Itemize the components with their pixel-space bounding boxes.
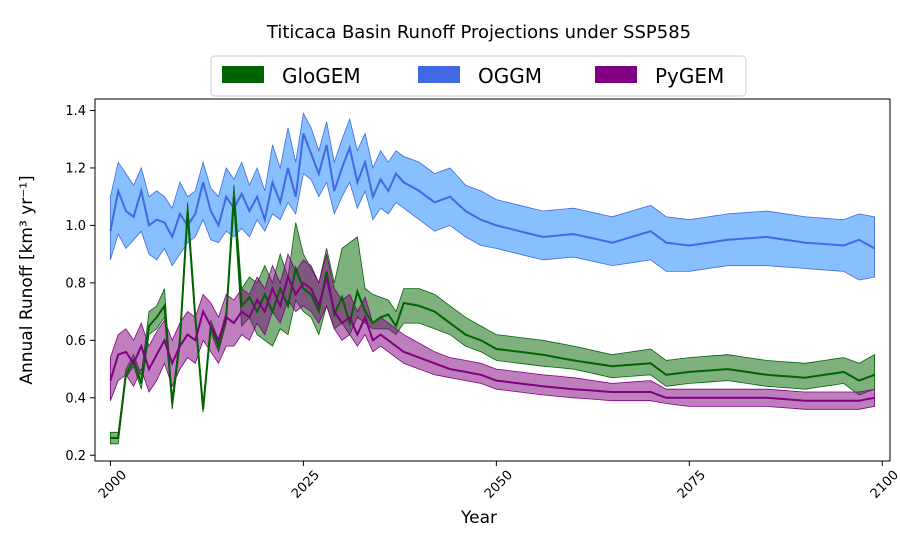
y-tick-label-0.4: 0.4 xyxy=(65,391,86,406)
plot-frame xyxy=(94,98,891,462)
line-oggm xyxy=(109,133,876,250)
chart-title: Titicaca Basin Runoff Projections under … xyxy=(266,22,691,43)
y-axis-label: Annual Runoff [km³ yr⁻¹] xyxy=(17,175,37,384)
legend-label-glogem: GloGEM xyxy=(282,64,361,88)
x-axis-label: Year xyxy=(460,508,497,528)
legend-swatch-glogem xyxy=(222,66,264,83)
y-axis-ticks: 0.2 0.4 0.6 0.8 1.0 1.2 1.4 xyxy=(65,104,95,464)
legend-swatch-pygem xyxy=(595,66,637,83)
y-tick-label-1.4: 1.4 xyxy=(65,104,86,119)
y-tick-label-0.6: 0.6 xyxy=(65,334,86,349)
y-tick-label-1.2: 1.2 xyxy=(65,161,86,176)
x-tick-label-2000: 2000 xyxy=(96,468,130,502)
legend: GloGEM OGGM PyGEM xyxy=(210,55,747,97)
line-glogem xyxy=(110,196,875,439)
line-pygem xyxy=(109,274,875,402)
x-axis-ticks: 2000 2025 2050 2075 2100 xyxy=(96,461,900,502)
y-tick-label-0.8: 0.8 xyxy=(65,276,86,291)
legend-label-oggm: OGGM xyxy=(478,64,542,88)
band-oggm xyxy=(110,112,875,281)
y-tick-label-0.2: 0.2 xyxy=(65,449,86,464)
legend-swatch-oggm xyxy=(418,66,460,83)
x-tick-label-2025: 2025 xyxy=(289,468,323,502)
x-tick-label-2100: 2100 xyxy=(868,468,900,502)
y-tick-label-1: 1.0 xyxy=(65,219,86,234)
uncertainty-bands xyxy=(110,112,875,445)
series-lines xyxy=(109,133,876,439)
band-pygem xyxy=(110,252,875,410)
legend-label-pygem: PyGEM xyxy=(655,64,724,88)
x-tick-label-2050: 2050 xyxy=(482,468,516,502)
x-tick-label-2075: 2075 xyxy=(675,468,709,502)
